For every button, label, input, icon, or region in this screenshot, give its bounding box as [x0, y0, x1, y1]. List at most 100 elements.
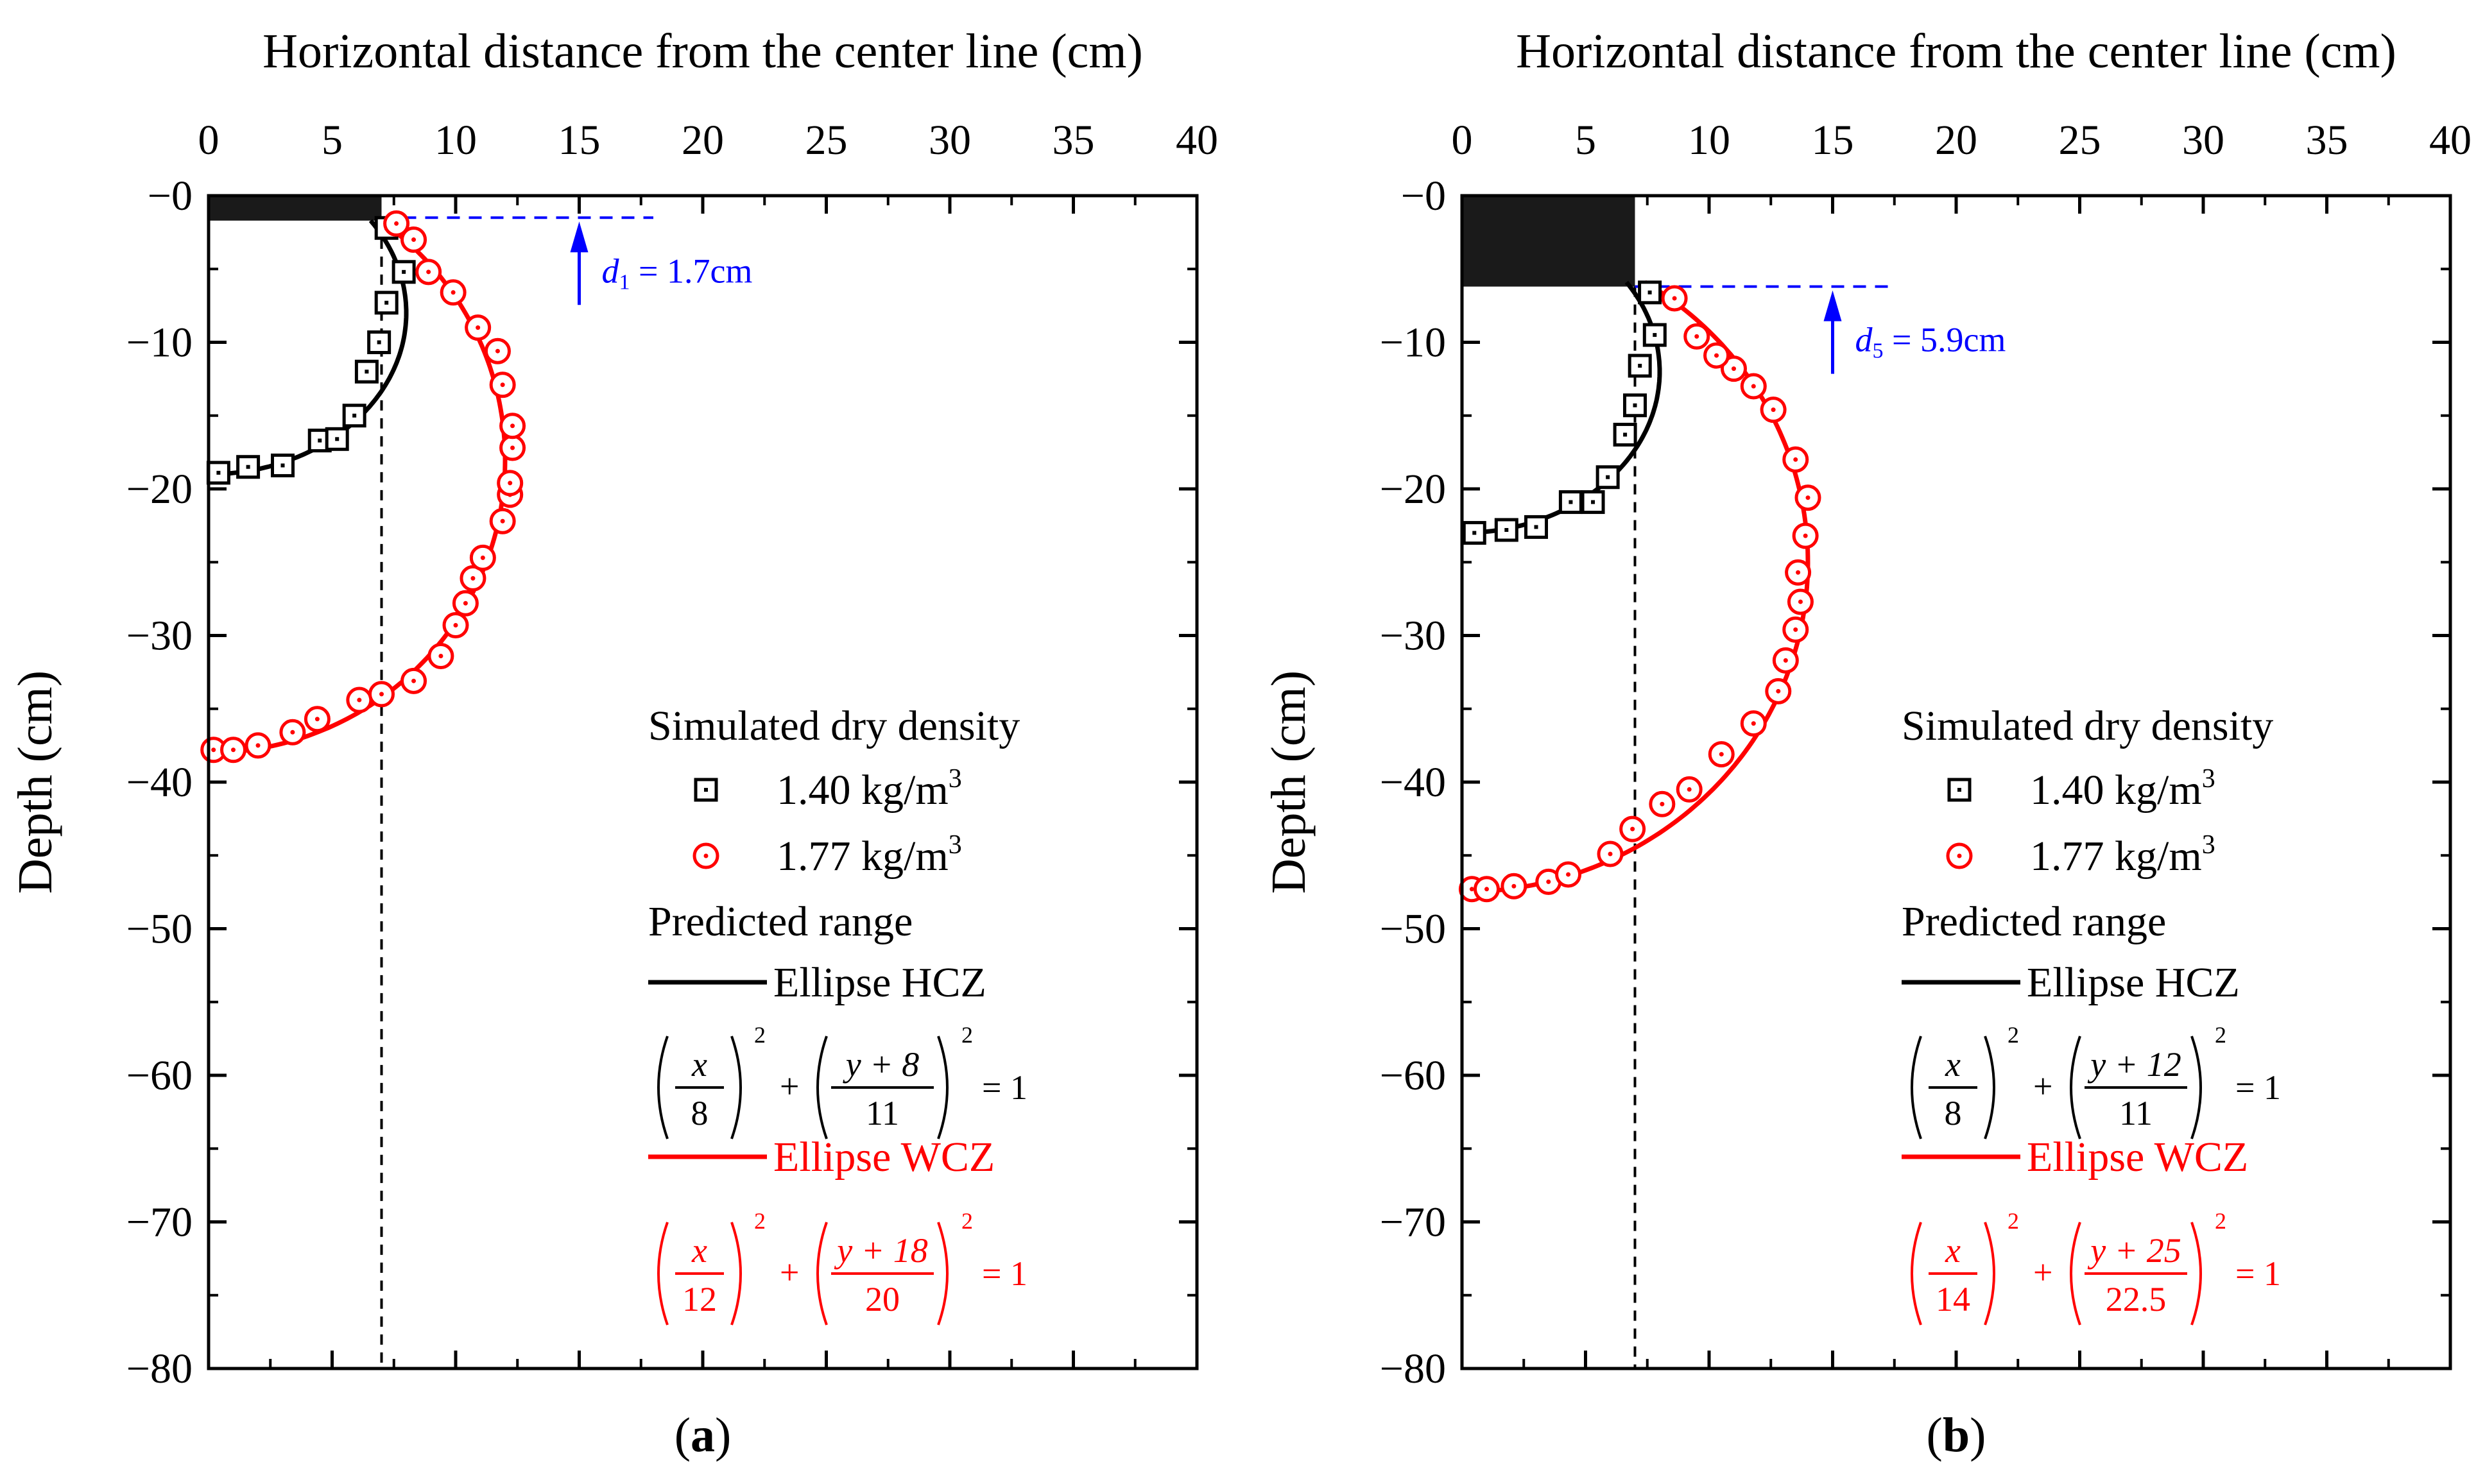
square-marker	[1638, 280, 1662, 305]
ellipse-hcz-equation: x 8 y + 8 11 = 1 2 +2	[657, 1022, 1028, 1139]
circle-marker	[1787, 588, 1814, 615]
x-tick-label: 40	[1176, 117, 1218, 164]
y-tick-label: −80	[126, 1345, 193, 1392]
svg-text:x: x	[1945, 1045, 1961, 1084]
square-marker	[206, 461, 230, 485]
square-marker	[367, 330, 391, 354]
svg-text:y + 12: y + 12	[2087, 1045, 2181, 1084]
legend: Simulated dry density 1.40 kg/m3 1.77 kg…	[648, 703, 1028, 1326]
circle-marker	[1782, 446, 1809, 473]
x-tick-label: 10	[434, 117, 477, 164]
square-marker	[1642, 323, 1667, 347]
square-marker	[1595, 465, 1620, 490]
y-tick-label: −50	[126, 906, 193, 953]
y-tick-label: −50	[1380, 906, 1446, 953]
legend-circle-marker	[692, 842, 719, 869]
y-tick-label: −20	[1380, 466, 1446, 513]
y-tick-label: −0	[148, 173, 193, 219]
svg-text:2: 2	[961, 1022, 973, 1048]
x-tick-label: 20	[682, 117, 724, 164]
square-marker	[1494, 518, 1518, 542]
ellipse-hcz-label: Ellipse HCZ	[2027, 959, 2240, 1006]
svg-text:+: +	[2033, 1067, 2052, 1105]
circle-marker	[1782, 616, 1809, 643]
circle-marker	[1760, 397, 1787, 423]
legend-title: Simulated dry density	[1902, 703, 2273, 749]
square-marker	[354, 359, 379, 384]
circle-marker	[465, 314, 492, 341]
circle-marker	[346, 687, 373, 713]
legend-circle-marker	[1946, 842, 1973, 869]
circle-marker	[452, 590, 479, 617]
square-marker	[1623, 393, 1647, 418]
svg-text:11: 11	[866, 1094, 899, 1132]
depth-annotation: d1 = 1.7cm	[602, 252, 753, 294]
svg-text:2: 2	[2215, 1022, 2226, 1048]
square-marker	[391, 260, 416, 284]
y-tick-label: −80	[1380, 1345, 1446, 1392]
circle-marker	[415, 259, 442, 286]
circle-marker	[1619, 815, 1646, 842]
foundation-block	[209, 196, 382, 221]
ellipse-wcz-equation: x 14 y + 25 22.5 = 1 2 +2	[1911, 1208, 2281, 1326]
svg-text:= 1: = 1	[982, 1068, 1028, 1107]
x-tick-label: 20	[1935, 117, 1977, 164]
circle-marker	[220, 737, 246, 763]
y-tick-label: −70	[126, 1199, 193, 1246]
legend-title: Simulated dry density	[648, 703, 1020, 749]
svg-text:+: +	[2033, 1253, 2052, 1292]
svg-text:x: x	[1945, 1231, 1961, 1270]
x-tick-label: 30	[2182, 117, 2224, 164]
ellipse-hcz-label: Ellipse HCZ	[773, 959, 986, 1006]
circle-marker	[1676, 776, 1703, 803]
square-marker	[1628, 354, 1652, 378]
x-tick-label: 40	[2429, 117, 2472, 164]
legend-label-1-77: 1.77 kg/m3	[777, 830, 962, 880]
svg-text:2: 2	[961, 1208, 973, 1234]
circle-marker	[1721, 355, 1747, 382]
circle-marker	[484, 337, 511, 364]
plot-area	[200, 196, 653, 1369]
circle-marker	[1785, 559, 1812, 586]
circle-marker	[400, 667, 427, 694]
svg-text:2: 2	[2008, 1208, 2019, 1234]
x-tick-label: 35	[2306, 117, 2348, 164]
x-tick-labels: 0 5 10 15 20 25 30 35 40	[198, 117, 1219, 164]
circle-marker	[460, 565, 486, 592]
svg-text:2: 2	[754, 1022, 766, 1048]
square-marker	[1558, 490, 1583, 515]
x-tick-label: 15	[558, 117, 601, 164]
y-tick-label: −30	[1380, 613, 1446, 660]
circle-marker	[1740, 710, 1767, 737]
circle-marker	[1740, 373, 1767, 400]
circle-marker	[1794, 484, 1821, 511]
svg-text:y + 25: y + 25	[2087, 1231, 2181, 1270]
svg-text:11: 11	[2119, 1094, 2153, 1132]
y-axis-title: Depth (cm)	[8, 670, 62, 894]
circle-marker	[1772, 647, 1799, 674]
y-tick-label: −10	[126, 320, 193, 366]
y-tick-label: −40	[126, 759, 193, 806]
square-marker	[1524, 515, 1548, 539]
svg-text:y + 8: y + 8	[843, 1045, 919, 1084]
legend-square-marker	[1947, 778, 1972, 802]
svg-text:2: 2	[2215, 1208, 2226, 1234]
circle-marker	[1661, 285, 1688, 312]
svg-text:= 1: = 1	[2235, 1254, 2281, 1293]
circle-marker	[383, 210, 410, 237]
ellipse-wcz-equation: x 12 y + 18 20 = 1 2 +2	[657, 1208, 1028, 1326]
circle-marker	[489, 371, 516, 398]
circle-marker	[1703, 342, 1730, 369]
legend-label-1-40: 1.40 kg/m3	[777, 764, 962, 814]
y-tick-label: −30	[126, 613, 193, 660]
svg-text:x: x	[691, 1045, 707, 1084]
depth-arrow-head	[570, 221, 589, 253]
panel-b: Horizontal distance from the center line…	[1262, 24, 2472, 1462]
circle-marker	[1597, 840, 1624, 867]
x-tick-label: 30	[929, 117, 971, 164]
svg-text:x: x	[691, 1231, 707, 1270]
axes-frame	[1460, 194, 2452, 1370]
svg-text:= 1: = 1	[982, 1254, 1028, 1293]
panel-a: Horizontal distance from the center line…	[8, 24, 1218, 1462]
